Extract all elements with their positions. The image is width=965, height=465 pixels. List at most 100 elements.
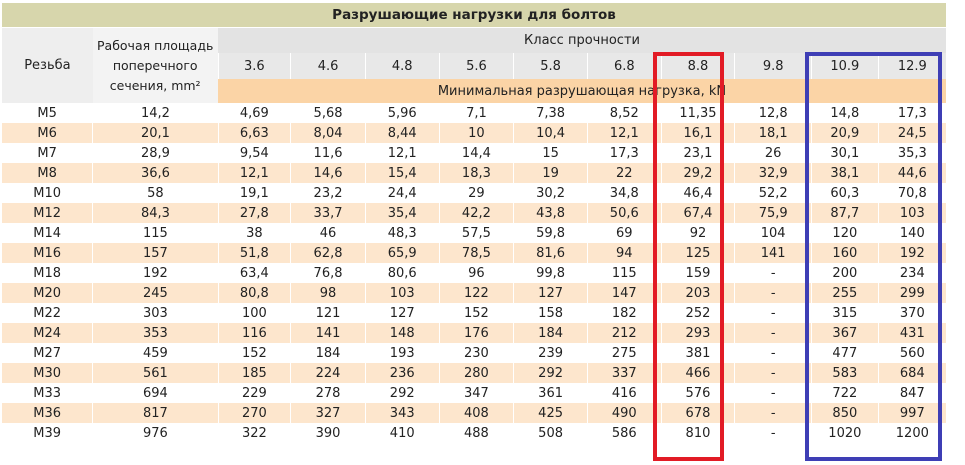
class-10-9-12-9-highlight: [805, 52, 942, 461]
load-cell: 12,1: [364, 143, 440, 163]
area-cell: 58: [92, 183, 219, 203]
load-cell: 42,2: [438, 203, 514, 223]
table-row: M22 303 100 121 127 152 158 182 252-315 370: [2, 303, 946, 323]
load-cell: 8,44: [364, 123, 440, 143]
load-cell: 35,4: [364, 203, 440, 223]
strength-class-cell: 10.9: [811, 53, 879, 79]
load-cell: 116: [217, 323, 291, 343]
area-cell: 84,3: [92, 203, 219, 223]
load-cell: 147: [586, 283, 662, 303]
load-cell: 60,3: [811, 183, 879, 203]
load-cell: 810: [660, 423, 735, 443]
load-cell: 381: [660, 343, 735, 363]
load-cell: 9,54: [217, 143, 291, 163]
load-cell: 176: [438, 323, 514, 343]
load-cell: 252: [660, 303, 735, 323]
area-cell: 976: [92, 423, 219, 443]
strength-class-row: 3.6 4.6 4.8 5.6 5.8 6.8 8.8 9.8 10.9 12.9: [2, 53, 946, 79]
area-cell: 157: [92, 243, 219, 263]
load-cell: 14,4: [438, 143, 514, 163]
load-cell: 327: [290, 403, 366, 423]
table-row: M36 817 270 327 343 408 425 490 678-850 997: [2, 403, 946, 423]
min-breaking-load-header: Минимальная разрушающая нагрузка, kN: [218, 79, 946, 103]
load-cell: 46: [290, 223, 366, 243]
load-cell: -: [734, 343, 812, 363]
load-cell: 29: [438, 183, 514, 203]
load-cell: 26: [734, 143, 812, 163]
thread-cell: M27: [2, 343, 93, 363]
area-cell: 817: [92, 403, 219, 423]
table-body: M5 14,2 4,69 5,68 5,96 7,1 7,38 8,52 11,35 12,8 14…: [2, 103, 946, 443]
load-cell: 586: [586, 423, 662, 443]
thread-cell: M14: [2, 223, 93, 243]
strength-class-cell: 3.6: [217, 53, 291, 79]
load-cell: 4,69: [217, 103, 291, 123]
load-cell: 115: [586, 263, 662, 283]
load-cell: -: [734, 323, 812, 343]
table-row: M5 14,2 4,69 5,68 5,96 7,1 7,38 8,52 11,35 12,8 14…: [2, 103, 946, 123]
load-cell: 51,8: [217, 243, 291, 263]
load-cell: 38: [217, 223, 291, 243]
load-cell: 121: [290, 303, 366, 323]
area-cell: 353: [92, 323, 219, 343]
load-cell: 52,2: [734, 183, 812, 203]
load-cell: 184: [290, 343, 366, 363]
load-cell: 367: [811, 323, 879, 343]
load-cell: -: [734, 363, 812, 383]
load-cell: 80,8: [217, 283, 291, 303]
load-cell: 490: [586, 403, 662, 423]
load-cell: 997: [877, 403, 946, 423]
area-cell: 459: [92, 343, 219, 363]
load-cell: 337: [586, 363, 662, 383]
load-cell: 148: [364, 323, 440, 343]
load-cell: 63,4: [217, 263, 291, 283]
thread-cell: M24: [2, 323, 93, 343]
load-cell: 152: [438, 303, 514, 323]
load-cell: 19,1: [217, 183, 291, 203]
load-cell: 22: [586, 163, 662, 183]
load-cell: 236: [364, 363, 440, 383]
load-cell: 98: [290, 283, 366, 303]
load-cell: 684: [877, 363, 946, 383]
thread-cell: M10: [2, 183, 93, 203]
thread-cell: M8: [2, 163, 93, 183]
table-row: M6 20,1 6,63 8,04 8,44 10 10,4 12,1 16,1 18,1 20,9…: [2, 123, 946, 143]
load-cell: 583: [811, 363, 879, 383]
load-cell: 87,7: [811, 203, 879, 223]
load-cell: 270: [217, 403, 291, 423]
load-cell: 46,4: [660, 183, 735, 203]
load-cell: 15,4: [364, 163, 440, 183]
load-cell: 431: [877, 323, 946, 343]
load-cell: 293: [660, 323, 735, 343]
load-cell: 14,6: [290, 163, 366, 183]
load-cell: 390: [290, 423, 366, 443]
area-cell: 303: [92, 303, 219, 323]
load-cell: 38,1: [811, 163, 879, 183]
table-title: Разрушающие нагрузки для болтов: [2, 3, 946, 28]
load-cell: 24,5: [877, 123, 946, 143]
load-cell: 24,4: [364, 183, 440, 203]
thread-cell: M30: [2, 363, 93, 383]
area-cell: 14,2: [92, 103, 219, 123]
load-cell: 11,6: [290, 143, 366, 163]
load-cell: 182: [586, 303, 662, 323]
load-cell: 229: [217, 383, 291, 403]
load-cell: 141: [290, 323, 366, 343]
load-cell: 32,9: [734, 163, 812, 183]
load-cell: 200: [811, 263, 879, 283]
table-row: M16 157 51,8 62,8 65,9 78,5 81,6 94 125 141 160 192: [2, 243, 946, 263]
table-row: M8 36,6 12,1 14,6 15,4 18,3 19 22 29,2 32,9 38,1 44…: [2, 163, 946, 183]
load-cell: -: [734, 263, 812, 283]
thread-cell: M16: [2, 243, 93, 263]
load-cell: 280: [438, 363, 514, 383]
table-row: M12 84,3 27,8 33,7 35,4 42,2 43,8 50,6 67,4 75,9 8…: [2, 203, 946, 223]
load-cell: 17,3: [877, 103, 946, 123]
load-cell: 410: [364, 423, 440, 443]
load-cell: 1200: [877, 423, 946, 443]
load-cell: -: [734, 383, 812, 403]
load-cell: -: [734, 283, 812, 303]
load-cell: -: [734, 303, 812, 323]
load-cell: 576: [660, 383, 735, 403]
load-cell: 184: [513, 323, 588, 343]
load-cell: 99,8: [513, 263, 588, 283]
